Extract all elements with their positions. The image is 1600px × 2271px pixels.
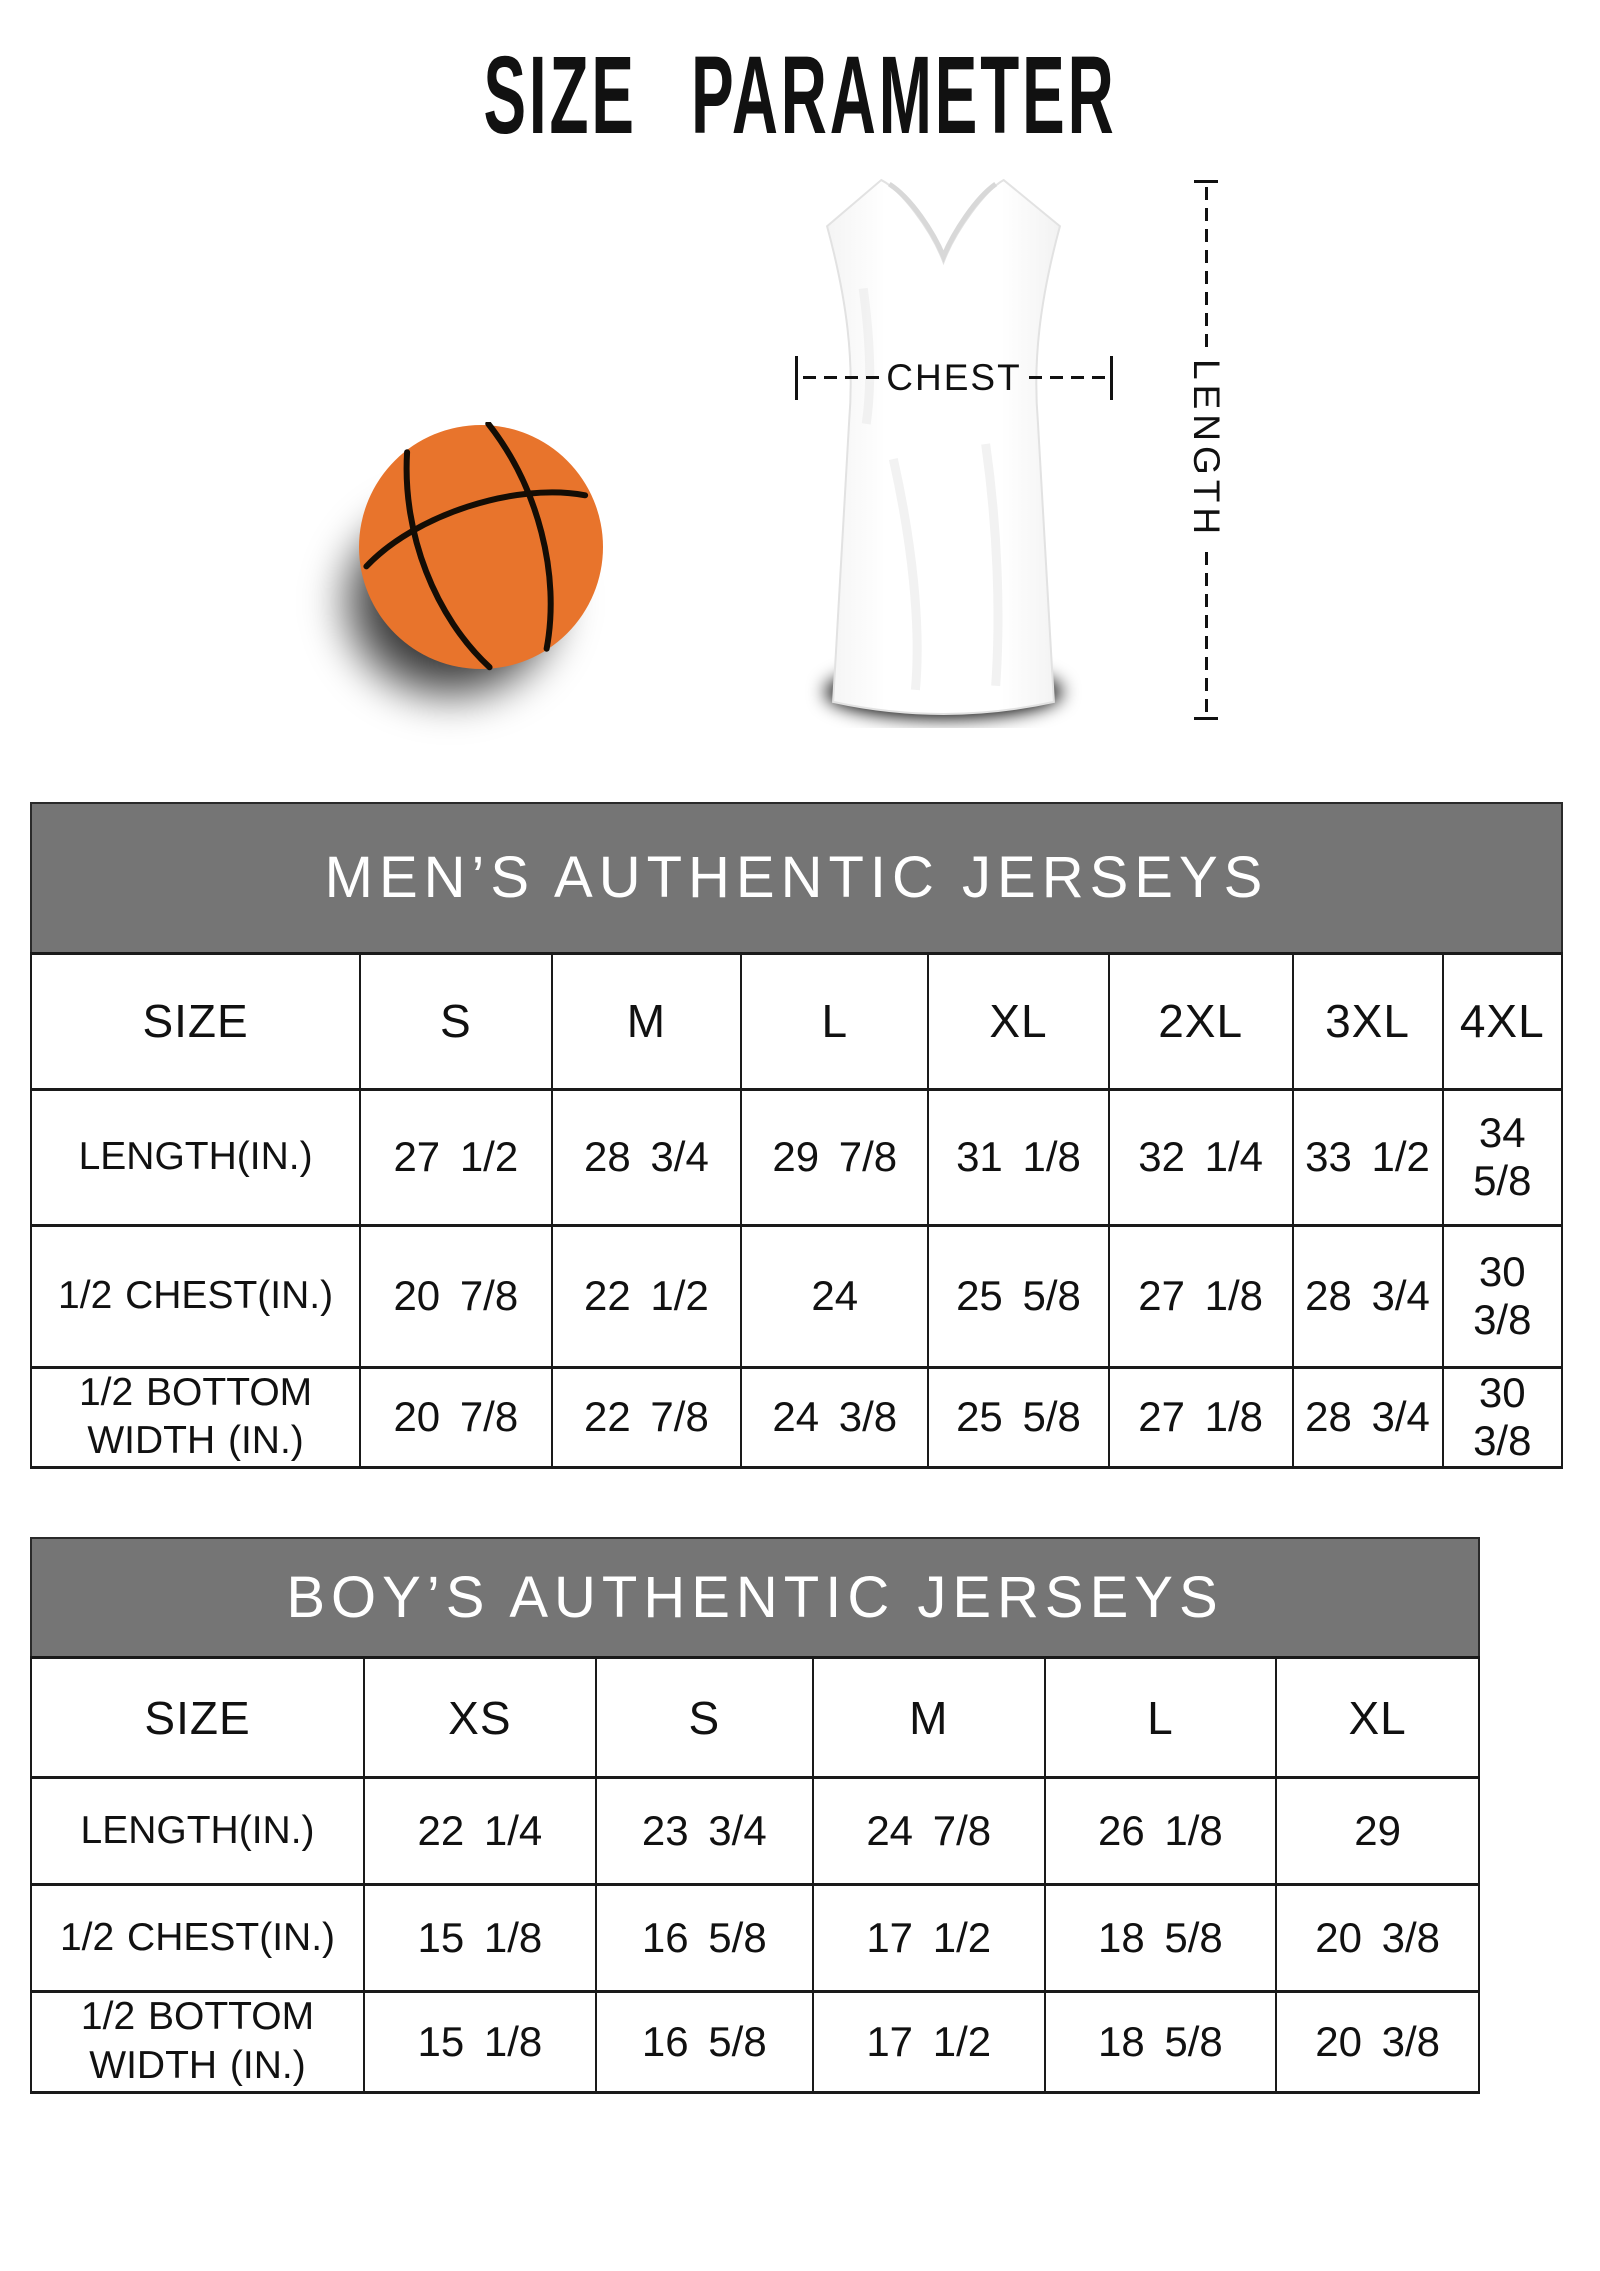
column-header-xl: XL [927,951,1110,1091]
page-title: SIZE PARAMETER [483,34,1117,157]
column-header-l: L [740,951,930,1091]
column-header-size: SIZE [29,951,362,1091]
chest-dash-left [803,376,880,379]
measurement-cell: 27 1/2 [359,1087,553,1227]
table-row: 1/2 BOTTOM WIDTH (IN.) 20 7/8 22 7/8 24 3/8… [29,1365,1564,1469]
measurement-cell: 24 3/8 [740,1365,930,1469]
table-row: 1/2 CHEST(IN.) 15 1/8 16 5/8 17 1/2 18 5/8 20… [29,1883,1480,1993]
chest-label: CHEST [886,356,1022,398]
measurement-cell: 25 5/8 [927,1365,1110,1469]
column-header-s: S [594,1656,814,1779]
boys-size-table-section: BOY’S AUTHENTIC JERSEYS SIZE XS S M L XL LENGT… [29,1537,1480,2094]
measurement-cell: 34 5/8 [1441,1087,1564,1227]
measurement-cell: 24 [740,1223,930,1369]
length-label: LENGTH [1186,359,1227,540]
mens-size-table-section: MEN’S AUTHENTIC JERSEYS SIZE S M L XL 2XL 3XL 4… [29,801,1564,1469]
table-row: 1/2 CHEST(IN.) 20 7/8 22 1/2 24 25 5/8 27 1/8… [29,1223,1564,1369]
jersey-icon [825,178,1062,718]
column-header-4xl: 4XL [1441,951,1564,1091]
column-header-m: M [550,951,743,1091]
measurement-cell: 20 7/8 [359,1223,553,1369]
chest-left-tick [795,355,798,400]
size-header-row: SIZE S M L XL 2XL 3XL 4XL [29,951,1564,1091]
measurement-cell: 18 5/8 [1043,1883,1278,1993]
measurement-cell: 22 1/4 [363,1776,597,1886]
measurement-cell: 32 1/4 [1107,1087,1294,1227]
measurement-cell: 24 7/8 [811,1776,1046,1886]
measurement-cell: 22 1/2 [550,1223,743,1369]
size-header-row: SIZE XS S M L XL [29,1656,1480,1779]
measurement-cell: 26 1/8 [1043,1776,1278,1886]
row-label: 1/2 CHEST(IN.) [29,1883,366,1993]
length-measure-line: LENGTH [1184,179,1228,720]
column-header-xs: XS [363,1656,597,1779]
measurement-cell: 20 3/8 [1275,1990,1480,2094]
measurement-cell: 20 3/8 [1275,1883,1480,1993]
measurement-cell: 20 7/8 [359,1365,553,1469]
boys-table-title: BOY’S AUTHENTIC JERSEYS [286,1565,1224,1630]
measurement-cell: 15 1/8 [363,1883,597,1993]
column-header-s: S [359,951,553,1091]
row-label: LENGTH(IN.) [29,1776,366,1886]
column-header-m: M [811,1656,1046,1779]
mens-table-header-band: MEN’S AUTHENTIC JERSEYS [30,801,1563,952]
hero-diagram: CHEST LENGTH [0,154,1600,802]
measurement-cell: 18 5/8 [1043,1990,1278,2094]
column-header-size: SIZE [29,1656,366,1779]
measurement-cell: 16 5/8 [594,1990,814,2094]
measurement-cell: 29 7/8 [740,1087,930,1227]
row-label: 1/2 BOTTOM WIDTH (IN.) [29,1990,366,2094]
column-header-l: L [1043,1656,1278,1779]
mens-size-table: SIZE S M L XL 2XL 3XL 4XL LENGTH(IN.) 27 1/2 28 3/… [29,951,1564,1469]
measurement-cell: 30 3/8 [1441,1223,1564,1369]
measurement-cell: 27 1/8 [1107,1223,1294,1369]
measurement-cell: 16 5/8 [594,1883,814,1993]
table-row: LENGTH(IN.) 27 1/2 28 3/4 29 7/8 31 1/8 32 1/… [29,1087,1564,1227]
measurement-cell: 17 1/2 [811,1990,1046,2094]
mens-table-title: MEN’S AUTHENTIC JERSEYS [324,845,1269,910]
chest-measure-line: CHEST [795,355,1113,400]
chest-right-tick [1110,355,1113,400]
measurement-cell: 25 5/8 [927,1223,1110,1369]
measurement-cell: 30 3/8 [1441,1365,1564,1469]
length-dash-top [1204,186,1208,348]
column-header-3xl: 3XL [1291,951,1444,1091]
boys-size-table: SIZE XS S M L XL LENGTH(IN.) 22 1/4 23 3/4 24 7/8… [29,1656,1480,2094]
measurement-cell: 22 7/8 [550,1365,743,1469]
measurement-cell: 28 3/4 [1291,1223,1444,1369]
table-row: LENGTH(IN.) 22 1/4 23 3/4 24 7/8 26 1/8 29 [29,1776,1480,1886]
basketball-icon [359,421,603,670]
measurement-cell: 28 3/4 [550,1087,743,1227]
row-label: 1/2 BOTTOM WIDTH (IN.) [29,1365,362,1469]
measurement-cell: 27 1/8 [1107,1365,1294,1469]
measurement-cell: 15 1/8 [363,1990,597,2094]
table-row: 1/2 BOTTOM WIDTH (IN.) 15 1/8 16 5/8 17 1/2… [29,1990,1480,2094]
measurement-cell: 28 3/4 [1291,1365,1444,1469]
measurement-cell: 17 1/2 [811,1883,1046,1993]
measurement-cell: 29 [1275,1776,1480,1886]
chest-dash-right [1028,376,1105,379]
measurement-cell: 23 3/4 [594,1776,814,1886]
measurement-cell: 33 1/2 [1291,1087,1444,1227]
measurement-cell: 31 1/8 [927,1087,1110,1227]
length-bottom-cap [1194,716,1218,720]
column-header-2xl: 2XL [1107,951,1294,1091]
boys-table-header-band: BOY’S AUTHENTIC JERSEYS [30,1537,1480,1656]
row-label: LENGTH(IN.) [29,1087,362,1227]
column-header-xl: XL [1275,1656,1480,1779]
row-label: 1/2 CHEST(IN.) [29,1223,362,1369]
length-dash-bottom [1204,551,1208,713]
length-top-cap [1194,179,1218,183]
